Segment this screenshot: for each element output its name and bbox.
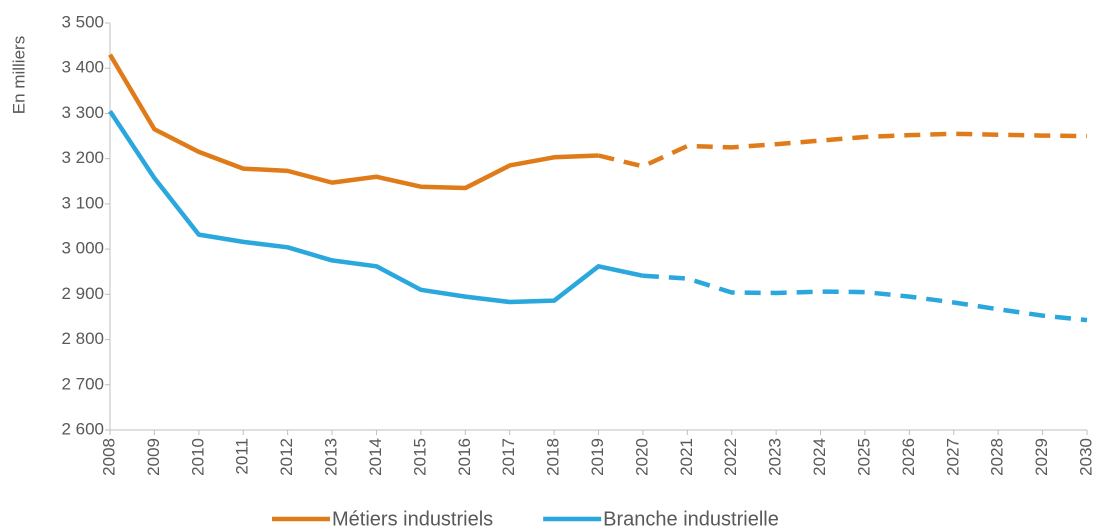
series-line: [108, 109, 644, 305]
x-tick-label: 2029: [1032, 438, 1051, 476]
y-tick-label: 2 900: [61, 284, 104, 303]
x-tick-label: 2027: [943, 438, 962, 476]
y-tick-label: 3 200: [61, 148, 104, 167]
y-tick-label: 2 800: [61, 329, 104, 348]
x-tick-label: 2030: [1076, 438, 1095, 476]
x-tick-label: 2020: [632, 438, 651, 476]
x-tick-label: 2014: [366, 438, 385, 476]
series-projection: [597, 131, 1088, 169]
x-tick-label: 2023: [766, 438, 785, 476]
legend-label: Branche industrielle: [603, 508, 779, 530]
series-projection: [642, 273, 1088, 323]
x-tick-label: 2022: [721, 438, 740, 476]
x-tick-label: 2013: [322, 438, 341, 476]
x-tick-label: 2021: [677, 438, 696, 476]
x-tick-label: 2026: [899, 438, 918, 476]
y-tick-label: 3 100: [61, 193, 104, 212]
y-tick-label: 3 300: [61, 103, 104, 122]
x-tick-label: 2015: [410, 438, 429, 476]
x-tick-label: 2010: [188, 438, 207, 476]
y-axis-label: En milliers: [9, 36, 28, 114]
x-tick-label: 2012: [277, 438, 296, 476]
y-tick-label: 2 600: [61, 419, 104, 438]
x-tick-label: 2024: [810, 438, 829, 476]
x-tick-label: 2019: [588, 438, 607, 476]
y-tick-label: 3 500: [61, 12, 104, 31]
x-tick-label: 2028: [988, 438, 1007, 476]
x-tick-label: 2018: [544, 438, 563, 476]
x-tick-label: 2009: [144, 438, 163, 476]
x-tick-label: 2008: [99, 438, 118, 476]
x-tick-label: 2025: [854, 438, 873, 476]
x-tick-label: 2011: [233, 438, 252, 475]
y-tick-label: 2 700: [61, 374, 104, 393]
x-tick-label: 2016: [455, 438, 474, 476]
y-tick-label: 3 400: [61, 58, 104, 77]
x-tick-label: 2017: [499, 438, 518, 476]
series-line: [108, 53, 599, 191]
legend-label: Métiers industriels: [332, 508, 493, 530]
y-tick-label: 3 000: [61, 239, 104, 258]
